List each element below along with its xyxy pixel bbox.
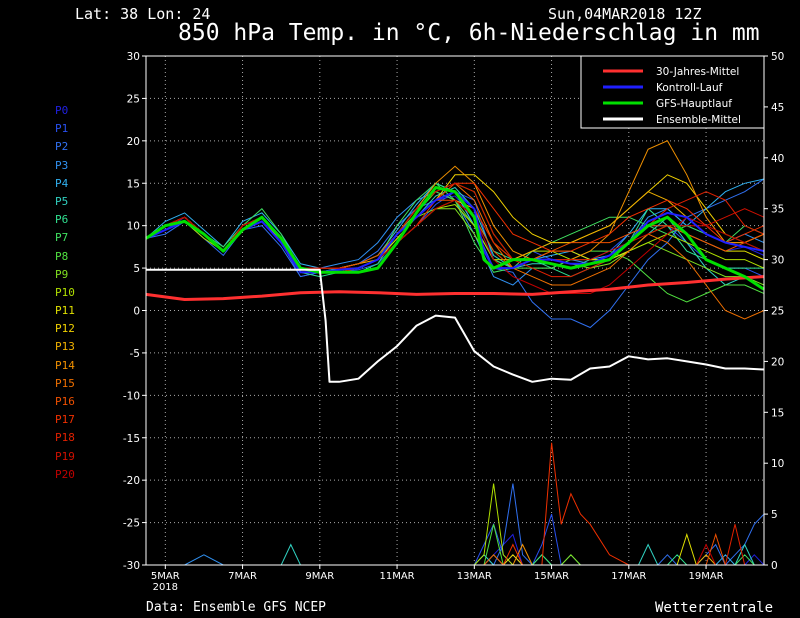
precip-member-line <box>146 442 764 566</box>
legend-label: Ensemble-Mittel <box>656 114 741 126</box>
member-label: P5 <box>55 194 69 208</box>
x-tick-label: 15MAR <box>534 571 569 582</box>
precip-member-line <box>146 554 764 566</box>
member-label: P1 <box>55 122 69 136</box>
run-date-label: Sun,04MAR2018 12Z <box>548 5 702 23</box>
legend-label: GFS-Hauptlauf <box>656 98 732 110</box>
y-right-tick-label: 40 <box>771 153 784 165</box>
data-source-label: Data: Ensemble GFS NCEP <box>146 600 327 615</box>
member-label: P18 <box>55 431 75 445</box>
member-label: P17 <box>55 413 75 427</box>
legend: 30-Jahres-Mittel Kontroll-Lauf GFS-Hauptla… <box>580 55 765 129</box>
x-tick-label: 7MAR <box>228 571 257 582</box>
member-label: P4 <box>55 176 69 190</box>
y-left-tick-label: 5 <box>133 263 140 275</box>
series-line <box>145 186 765 291</box>
y-left-tick-label: 15 <box>127 178 140 190</box>
y-right-tick-label: 50 <box>771 51 784 63</box>
series-line <box>145 275 765 301</box>
member-label: P6 <box>55 213 69 227</box>
y-left-tick-label: -15 <box>123 433 140 445</box>
member-label: P20 <box>55 467 75 481</box>
y-left-tick-label: 30 <box>127 51 140 63</box>
x-tick-label: 17MAR <box>611 571 646 582</box>
y-right-tick-label: 35 <box>771 204 784 216</box>
x-tick-label: 5MAR <box>151 571 180 582</box>
legend-label: 30-Jahres-Mittel <box>656 66 739 78</box>
precip-member-line <box>146 554 764 566</box>
member-label: P19 <box>55 449 75 463</box>
member-label: P8 <box>55 249 69 263</box>
legend-label: Kontroll-Lauf <box>656 82 723 94</box>
grid <box>146 55 764 566</box>
y-left-tick-label: -10 <box>123 390 140 402</box>
precip-member-line <box>146 513 764 566</box>
series-line <box>145 190 765 274</box>
precip-member-line <box>146 543 764 566</box>
precip-member-line <box>146 483 764 566</box>
precip-member-line <box>146 483 765 566</box>
x-tick-label: 19MAR <box>688 571 723 582</box>
y-left-tick-label: 10 <box>127 221 140 233</box>
legend-box <box>580 55 765 129</box>
series-line <box>146 268 765 383</box>
member-label: P7 <box>55 231 69 245</box>
member-label: P14 <box>55 358 75 372</box>
member-label: P9 <box>55 267 69 281</box>
x-tick-label: 13MAR <box>457 571 492 582</box>
chart-title: 850 hPa Temp. in °C, 6h-Niederschlag in … <box>178 20 760 46</box>
temp-member-line <box>145 174 765 273</box>
y-left-tick-label: -25 <box>123 518 140 530</box>
y-left-tick-label: 20 <box>127 136 140 148</box>
member-label: P15 <box>55 376 75 390</box>
temp-member-line <box>145 191 765 286</box>
member-label: P2 <box>55 140 69 154</box>
y-left-tick-label: 0 <box>133 306 140 318</box>
y-right-tick-label: 5 <box>771 509 778 521</box>
member-label: P11 <box>55 304 75 318</box>
y-right-tick-label: 15 <box>771 407 784 419</box>
ensemble-member-list: P0 P1 P2 P3 P4 P5 P6 P7 P8 P9 P10 P11 P12 P13 P14 P15 P1… <box>55 102 75 484</box>
y-right-tick-label: 10 <box>771 458 784 470</box>
y-right-tick-label: 45 <box>771 102 784 114</box>
y-right-tick-label: 30 <box>771 255 784 267</box>
precip-member-line <box>146 554 764 566</box>
y-right-tick-label: 20 <box>771 356 784 368</box>
member-label: P16 <box>55 395 75 408</box>
y-left-tick-label: -20 <box>123 475 140 487</box>
member-label: P12 <box>55 322 75 336</box>
member-label: P13 <box>55 340 75 354</box>
axis-ticks: 302520151050-5-10-15-20-25-3050454035302… <box>123 51 785 593</box>
member-label: P3 <box>55 158 69 172</box>
precip-member-line <box>146 554 764 566</box>
brand-label: Wetterzentrale <box>655 600 774 616</box>
x-tick-label: 11MAR <box>379 571 414 582</box>
precip-member-line <box>146 554 764 566</box>
location-label: Lat: 38 Lon: 24 <box>75 5 211 23</box>
member-label: P10 <box>55 285 75 299</box>
y-left-tick-label: 25 <box>127 93 140 105</box>
precip-member-line <box>146 554 764 566</box>
precip-member-line <box>146 543 764 566</box>
precip-member-line <box>146 554 764 566</box>
y-right-tick-label: 0 <box>771 560 778 572</box>
y-left-tick-label: -30 <box>123 560 140 572</box>
x-tick-sublabel: 2018 <box>153 582 178 593</box>
y-left-tick-label: -5 <box>130 348 140 360</box>
x-tick-label: 9MAR <box>305 571 334 582</box>
member-label: P0 <box>55 104 69 117</box>
precip-member-line <box>146 543 764 566</box>
temp-member-line <box>145 199 765 294</box>
y-right-tick-label: 25 <box>771 306 784 318</box>
